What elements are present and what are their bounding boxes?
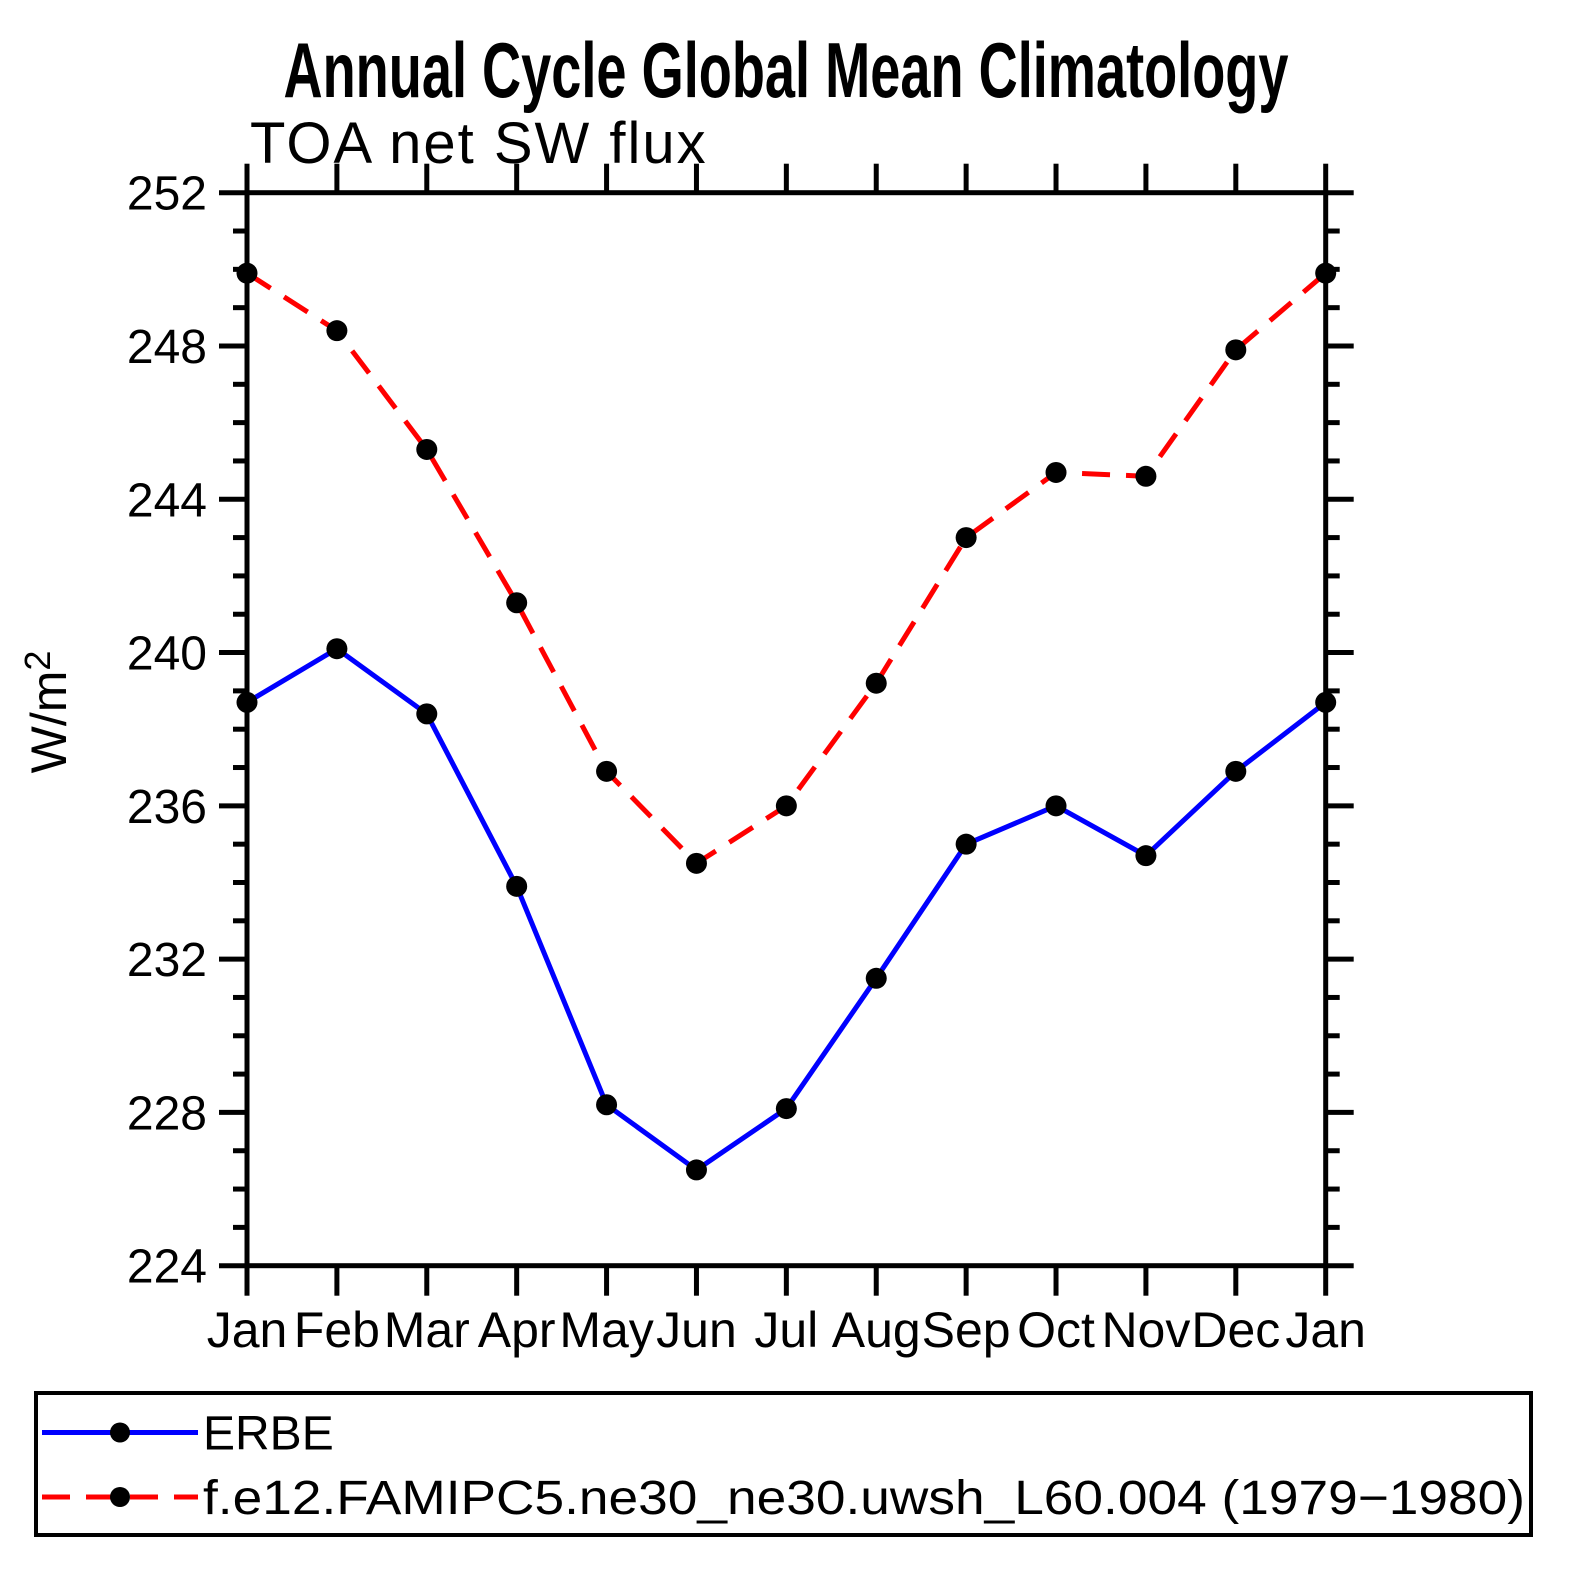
- data-point-marker: [1225, 339, 1247, 361]
- legend: ERBE f.e12.FAMIPC5.ne30_ne30.uwsh_L60.004…: [34, 1391, 1533, 1537]
- series-line-0: [245, 646, 1328, 1173]
- x-axis-month-label: Jan: [1285, 1302, 1366, 1358]
- y-axis-tick-label: 224: [127, 1241, 207, 1294]
- data-point-marker: [1135, 465, 1157, 487]
- data-point-marker: [326, 320, 348, 342]
- series-line-1: [245, 271, 1328, 866]
- legend-marker: [110, 1487, 130, 1507]
- legend-label: ERBE: [203, 1408, 334, 1461]
- data-point-marker: [1045, 795, 1067, 817]
- data-point-marker: [416, 703, 438, 725]
- x-axis-month-label: Jun: [656, 1302, 737, 1358]
- data-point-marker: [775, 1098, 797, 1120]
- x-axis-month-label: Sep: [922, 1302, 1011, 1358]
- data-point-marker: [506, 875, 528, 897]
- data-point-marker: [955, 833, 977, 855]
- x-axis-month-label: Nov: [1101, 1302, 1190, 1358]
- y-axis-tick-label: 244: [127, 474, 207, 527]
- chart-title: Annual Cycle Global Mean Climatology: [284, 26, 1289, 114]
- chart-subtitle: TOA net SW flux: [250, 111, 708, 176]
- data-point-marker: [236, 691, 258, 713]
- data-point-marker: [416, 438, 438, 460]
- data-point-marker: [865, 672, 887, 694]
- y-axis-tick-label: 240: [127, 628, 207, 681]
- data-point-marker: [1315, 262, 1337, 284]
- data-point-marker: [596, 760, 618, 782]
- x-axis-month-label: Jan: [207, 1302, 288, 1358]
- y-axis-tick-label: 232: [127, 934, 207, 987]
- y-axis-tick-label: 252: [127, 168, 207, 221]
- x-axis-month-label: Feb: [294, 1302, 380, 1358]
- y-axis-label-exponent: 2: [17, 651, 58, 671]
- data-point-marker: [506, 592, 528, 614]
- data-point-marker: [1135, 845, 1157, 867]
- data-point-marker: [865, 967, 887, 989]
- y-axis-label: W/m2: [17, 651, 77, 774]
- data-point-marker: [775, 795, 797, 817]
- data-point-marker: [685, 1159, 707, 1181]
- data-point-marker: [1225, 760, 1247, 782]
- legend-label: f.e12.FAMIPC5.ne30_ne30.uwsh_L60.004 (19…: [203, 1472, 1525, 1525]
- x-axis-month-label: Aug: [832, 1302, 921, 1358]
- y-axis-label-base: W/m: [21, 671, 77, 774]
- series: [236, 262, 1337, 1181]
- y-axis-tick-label: 228: [127, 1087, 207, 1140]
- x-axis-month-label: Jul: [754, 1302, 818, 1358]
- data-point-marker: [596, 1094, 618, 1116]
- data-point-marker: [685, 852, 707, 874]
- data-point-marker: [955, 527, 977, 549]
- x-axis-month-label: Apr: [478, 1302, 556, 1358]
- legend-marker: [110, 1422, 130, 1443]
- data-point-marker: [1315, 691, 1337, 713]
- data-point-marker: [1045, 461, 1067, 483]
- legend-box: [34, 1391, 1533, 1537]
- data-point-marker: [326, 638, 348, 660]
- data-point-marker: [236, 262, 258, 284]
- x-axis-month-label: May: [559, 1302, 653, 1358]
- x-axis-month-label: Mar: [384, 1302, 470, 1358]
- y-axis-tick-label: 236: [127, 781, 207, 834]
- x-axis-month-label: Oct: [1017, 1302, 1095, 1358]
- y-axis-tick-label: 248: [127, 321, 207, 374]
- x-axis-month-label: Dec: [1191, 1302, 1280, 1358]
